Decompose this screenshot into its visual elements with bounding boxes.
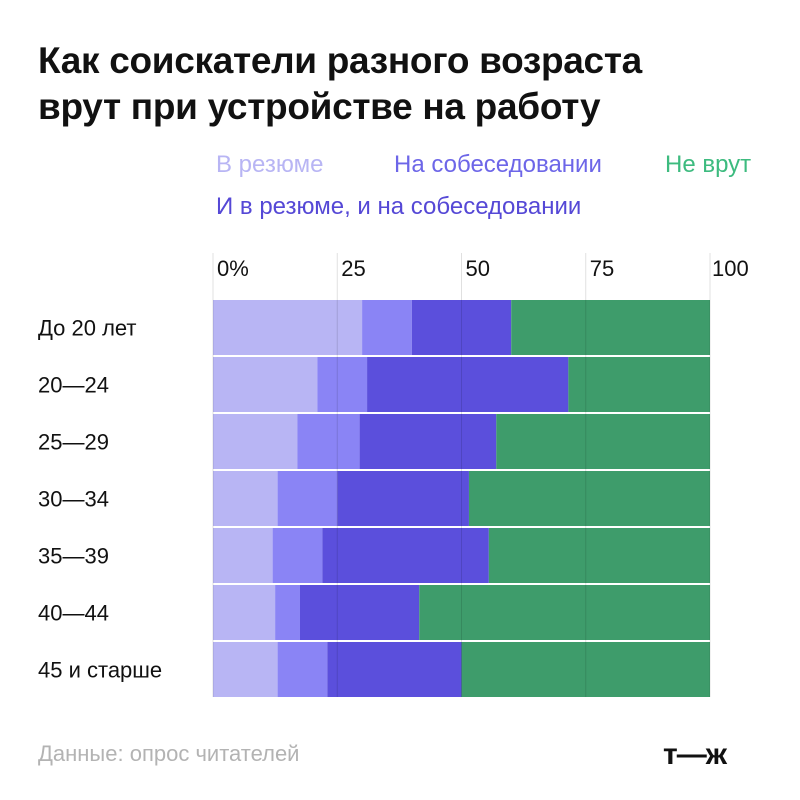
bar-segment-2-row-6 — [275, 585, 300, 640]
bar-segment-1-row-4 — [213, 471, 278, 526]
legend-item-both: И в резюме, и на собеседовании — [216, 193, 582, 220]
legend-item-no-lie: Не врут — [665, 151, 752, 178]
bar-segment-3-row-2 — [367, 357, 569, 412]
bar-segment-2-row-5 — [272, 528, 323, 583]
bar-segment-2-row-7 — [277, 642, 328, 697]
category-label: 25—29 — [38, 430, 109, 455]
bar-segment-2-row-2 — [317, 357, 368, 412]
bar-segment-1-row-6 — [213, 585, 276, 640]
bar-segment-1-row-7 — [213, 642, 278, 697]
category-label: 45 и старше — [38, 658, 162, 683]
category-label: 20—24 — [38, 373, 109, 398]
x-tick-label: 75 — [590, 256, 614, 281]
chart-title: Как соискатели разного возраста врут при… — [38, 38, 778, 130]
legend-item-in-resume: В резюме — [216, 151, 324, 178]
title-line-2: врут при устройстве на работу — [38, 86, 601, 127]
bar-segment-1-row-1 — [213, 300, 363, 355]
bar-segment-3-row-5 — [322, 528, 489, 583]
x-tick-label: 25 — [341, 256, 365, 281]
bar-segment-3-row-7 — [327, 642, 462, 697]
x-tick-label: 0% — [217, 256, 249, 281]
bar-segment-3-row-1 — [411, 300, 512, 355]
category-label: 30—34 — [38, 487, 109, 512]
bar-segment-4-row-7 — [461, 642, 710, 697]
x-tick-label: 100 — [712, 256, 749, 281]
category-label: До 20 лет — [38, 316, 137, 341]
x-tick-label: 50 — [466, 256, 490, 281]
legend-item-at-interview: На собеседовании — [394, 151, 602, 178]
bar-segment-4-row-2 — [568, 357, 710, 412]
bar-segment-3-row-6 — [299, 585, 420, 640]
bar-segment-2-row-4 — [277, 471, 338, 526]
bar-segment-2-row-3 — [297, 414, 360, 469]
bar-segment-4-row-5 — [488, 528, 710, 583]
category-label: 40—44 — [38, 601, 109, 626]
title-line-1: Как соискатели разного возраста — [38, 40, 642, 81]
bar-segment-4-row-6 — [419, 585, 710, 640]
bar-segment-4-row-4 — [468, 471, 710, 526]
bar-segment-4-row-1 — [511, 300, 710, 355]
bar-segment-3-row-3 — [359, 414, 497, 469]
bar-segment-1-row-5 — [213, 528, 273, 583]
bar-segment-3-row-4 — [337, 471, 469, 526]
brand-logo: т—ж — [663, 738, 727, 771]
bar-segment-1-row-3 — [213, 414, 298, 469]
source-note: Данные: опрос читателей — [38, 741, 300, 766]
bar-segment-1-row-2 — [213, 357, 318, 412]
bar-segment-4-row-3 — [496, 414, 710, 469]
bar-segment-2-row-1 — [362, 300, 412, 355]
category-label: 35—39 — [38, 544, 109, 569]
